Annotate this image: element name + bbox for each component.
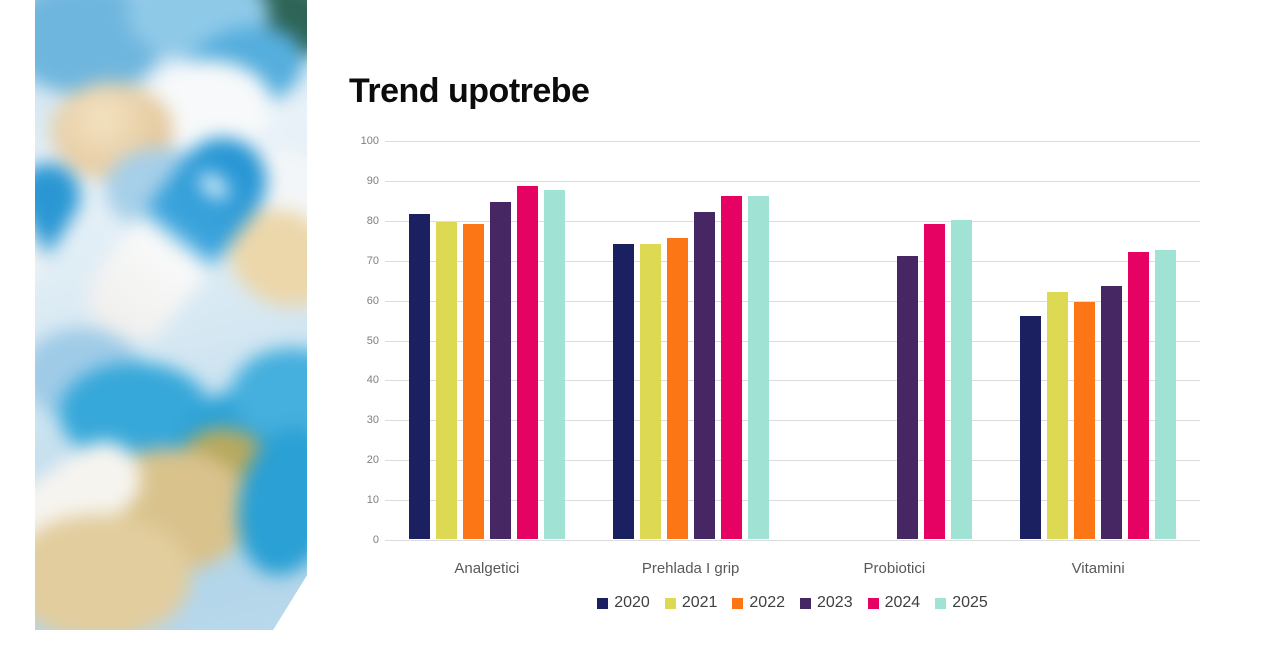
bar-group-prehlada-i-grip: [612, 195, 769, 539]
bar-group-analgetici: [408, 185, 565, 539]
legend-item-2020: 2020: [597, 594, 650, 612]
legend-item-2024: 2024: [867, 594, 921, 612]
legend-swatch-2020: [597, 597, 609, 609]
chart-legend: 2020 2021 2022 2023 2024 2025: [385, 594, 1200, 612]
legend-swatch-2024: [867, 597, 879, 609]
bar-2022-analgetici: [462, 223, 484, 539]
bar-2024-analgetici: [516, 185, 538, 539]
y-tick-label: 60: [366, 294, 379, 307]
bar-2025-prehlada-i-grip: [747, 195, 769, 539]
gridline: [385, 540, 1200, 541]
gridline: [385, 380, 1200, 382]
bar-2021-vitamini: [1047, 291, 1069, 539]
page-title: Trend upotrebe: [349, 72, 590, 110]
bar-2024-prehlada-i-grip: [720, 195, 742, 539]
bar-2022-vitamini: [1074, 301, 1096, 539]
bar-2023-probiotici: [897, 255, 919, 539]
pills-photo: [35, 0, 307, 630]
legend-label: 2025: [952, 594, 988, 611]
bar-2024-probiotici: [924, 223, 946, 539]
legend-swatch-2025: [935, 597, 947, 609]
bar-2023-prehlada-i-grip: [693, 211, 715, 539]
gridline: [385, 500, 1200, 502]
y-tick-label: 100: [360, 135, 379, 147]
bar-2023-vitamini: [1101, 285, 1123, 539]
gridline: [385, 300, 1200, 302]
legend-swatch-2023: [800, 597, 811, 609]
y-tick-label: 50: [366, 334, 379, 347]
y-tick-label: 10: [366, 494, 379, 507]
bar-2025-analgetici: [543, 189, 565, 539]
y-tick-label: 30: [366, 414, 379, 427]
bar-2021-prehlada-i-grip: [639, 243, 661, 539]
bar-group-vitamini: [1020, 249, 1177, 539]
y-tick-label: 80: [366, 214, 379, 227]
y-tick-label: 0: [372, 534, 379, 546]
gridline: [385, 220, 1200, 222]
bar-2020-analgetici: [408, 213, 430, 539]
y-tick-label: 40: [366, 374, 379, 387]
gridline: [385, 420, 1200, 422]
bar-group-probiotici: [816, 219, 973, 539]
legend-label: 2024: [884, 594, 921, 611]
bar-2020-vitamini: [1020, 315, 1042, 539]
gridline: [385, 340, 1200, 342]
bar-2021-analgetici: [435, 221, 457, 539]
gridline: [385, 141, 1200, 142]
category-label-vitamini: Vitamini: [1071, 560, 1125, 577]
legend-swatch-2021: [664, 597, 676, 609]
plot-area: 0 10 20 30 40 50 60 70 80 90 100: [361, 135, 1200, 546]
legend-label: 2021: [681, 594, 718, 611]
legend-label: 2020: [614, 594, 650, 611]
pills-photo-collage: [35, 0, 307, 630]
bar-2023-analgetici: [489, 201, 511, 539]
legend-label: 2022: [749, 594, 785, 611]
gridline: [385, 260, 1200, 262]
bar-2022-prehlada-i-grip: [666, 237, 688, 539]
bar-2024-vitamini: [1128, 251, 1150, 539]
y-tick-label: 90: [366, 174, 379, 187]
y-tick-label: 70: [366, 254, 379, 267]
bar-2020-prehlada-i-grip: [612, 243, 634, 539]
category-label-probiotici: Probiotici: [863, 560, 926, 577]
legend-label: 2023: [817, 594, 853, 611]
bar-2025-probiotici: [951, 219, 973, 539]
legend-item-2025: 2025: [935, 594, 988, 612]
legend-item-2023: 2023: [800, 594, 853, 612]
category-label-analgetici: Analgetici: [454, 560, 520, 577]
gridline: [385, 460, 1200, 462]
legend-swatch-2022: [732, 597, 744, 609]
category-label-prehlada-i-grip: Prehlada I grip: [641, 560, 740, 577]
legend-item-2022: 2022: [732, 594, 785, 612]
y-tick-label: 20: [366, 454, 379, 467]
bar-2025-vitamini: [1155, 249, 1177, 539]
legend-item-2021: 2021: [664, 594, 718, 612]
gridline: [385, 180, 1200, 182]
pill-shape: [35, 514, 191, 630]
